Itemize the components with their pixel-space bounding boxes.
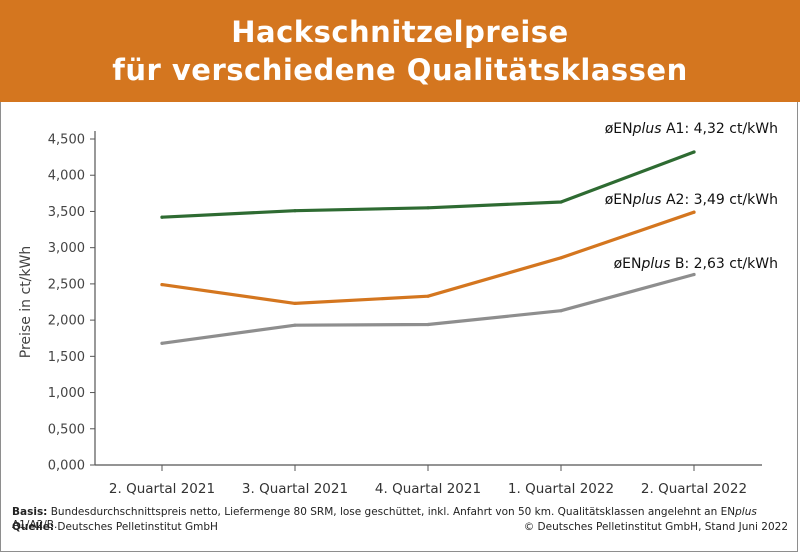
y-tick-label: 2,500 [48, 277, 85, 292]
y-tick-label: 3,500 [48, 205, 85, 220]
chart-header: Hackschnitzelpreise für verschiedene Qua… [0, 0, 800, 102]
series-point [160, 283, 164, 287]
series-point [426, 206, 430, 210]
series-labels: øENplus A1: 4,32 ct/kWh øENplus A2: 3,49 … [605, 121, 778, 272]
series-point [160, 341, 164, 345]
chart-frame [0, 102, 798, 552]
basis-text: Bundesdurchschnittspreis netto, Lieferme… [47, 506, 736, 518]
series-point [559, 309, 563, 313]
line-chart: 0,000 0,500 1,000 1,500 2,000 2,500 3,000 3,500… [18, 121, 778, 497]
y-tick-label: 3,000 [48, 241, 85, 256]
series-point [559, 200, 563, 204]
series-label: øENplus A1: 4,32 ct/kWh [605, 121, 778, 137]
y-tick-label: 4,500 [48, 133, 85, 148]
x-tick-label: 2. Quartal 2021 [109, 481, 215, 497]
y-tick-label: 0,500 [48, 422, 85, 437]
footer-source: Quelle: Deutsches Pelletinstitut GmbH © … [12, 521, 788, 534]
basis-end: A1/A2/B. [12, 519, 58, 531]
y-tick-label: 1,500 [48, 350, 85, 365]
chart-title-line2: für verschiedene Qualitätsklassen [112, 53, 688, 87]
axes: 0,000 0,500 1,000 1,500 2,000 2,500 3,000 3,500… [18, 131, 762, 497]
y-axis-title: Preise in ct/kWh [18, 246, 34, 358]
series-point [160, 215, 164, 219]
series-label: øENplus A2: 3,49 ct/kWh [605, 192, 778, 208]
series-point [692, 210, 696, 214]
series-point [426, 322, 430, 327]
footer-basis: Basis: Bundesdurchschnittspreis netto, L… [12, 506, 788, 532]
series-label: øENplus B: 2,63 ct/kWh [614, 256, 778, 272]
x-tick-label: 4. Quartal 2021 [375, 481, 481, 497]
x-tick-label: 1. Quartal 2022 [508, 481, 614, 497]
copyright-text: © Deutsches Pelletinstitut GmbH, Stand J… [523, 521, 788, 533]
y-tick-label: 4,000 [48, 169, 85, 184]
x-tick-label: 2. Quartal 2022 [641, 481, 747, 497]
source-text: Deutsches Pelletinstitut GmbH [54, 521, 218, 533]
y-tick-label: 0,000 [48, 459, 85, 474]
chart-title-line1: Hackschnitzelpreise [231, 15, 569, 49]
y-tick-label: 1,000 [48, 386, 85, 401]
series-line [160, 272, 696, 345]
series-point [293, 209, 297, 213]
series-point [692, 150, 696, 154]
y-tick-label: 2,000 [48, 314, 85, 329]
series-point [559, 256, 563, 260]
series-point [293, 323, 297, 327]
series-point [426, 294, 430, 298]
series-point [692, 272, 696, 277]
basis-label: Basis: [12, 506, 48, 518]
x-tick-label: 3. Quartal 2021 [242, 481, 348, 497]
series-point [293, 301, 297, 305]
source-label: Quelle: [12, 521, 55, 533]
series-lines [160, 150, 696, 345]
basis-italic: plus [735, 506, 757, 518]
